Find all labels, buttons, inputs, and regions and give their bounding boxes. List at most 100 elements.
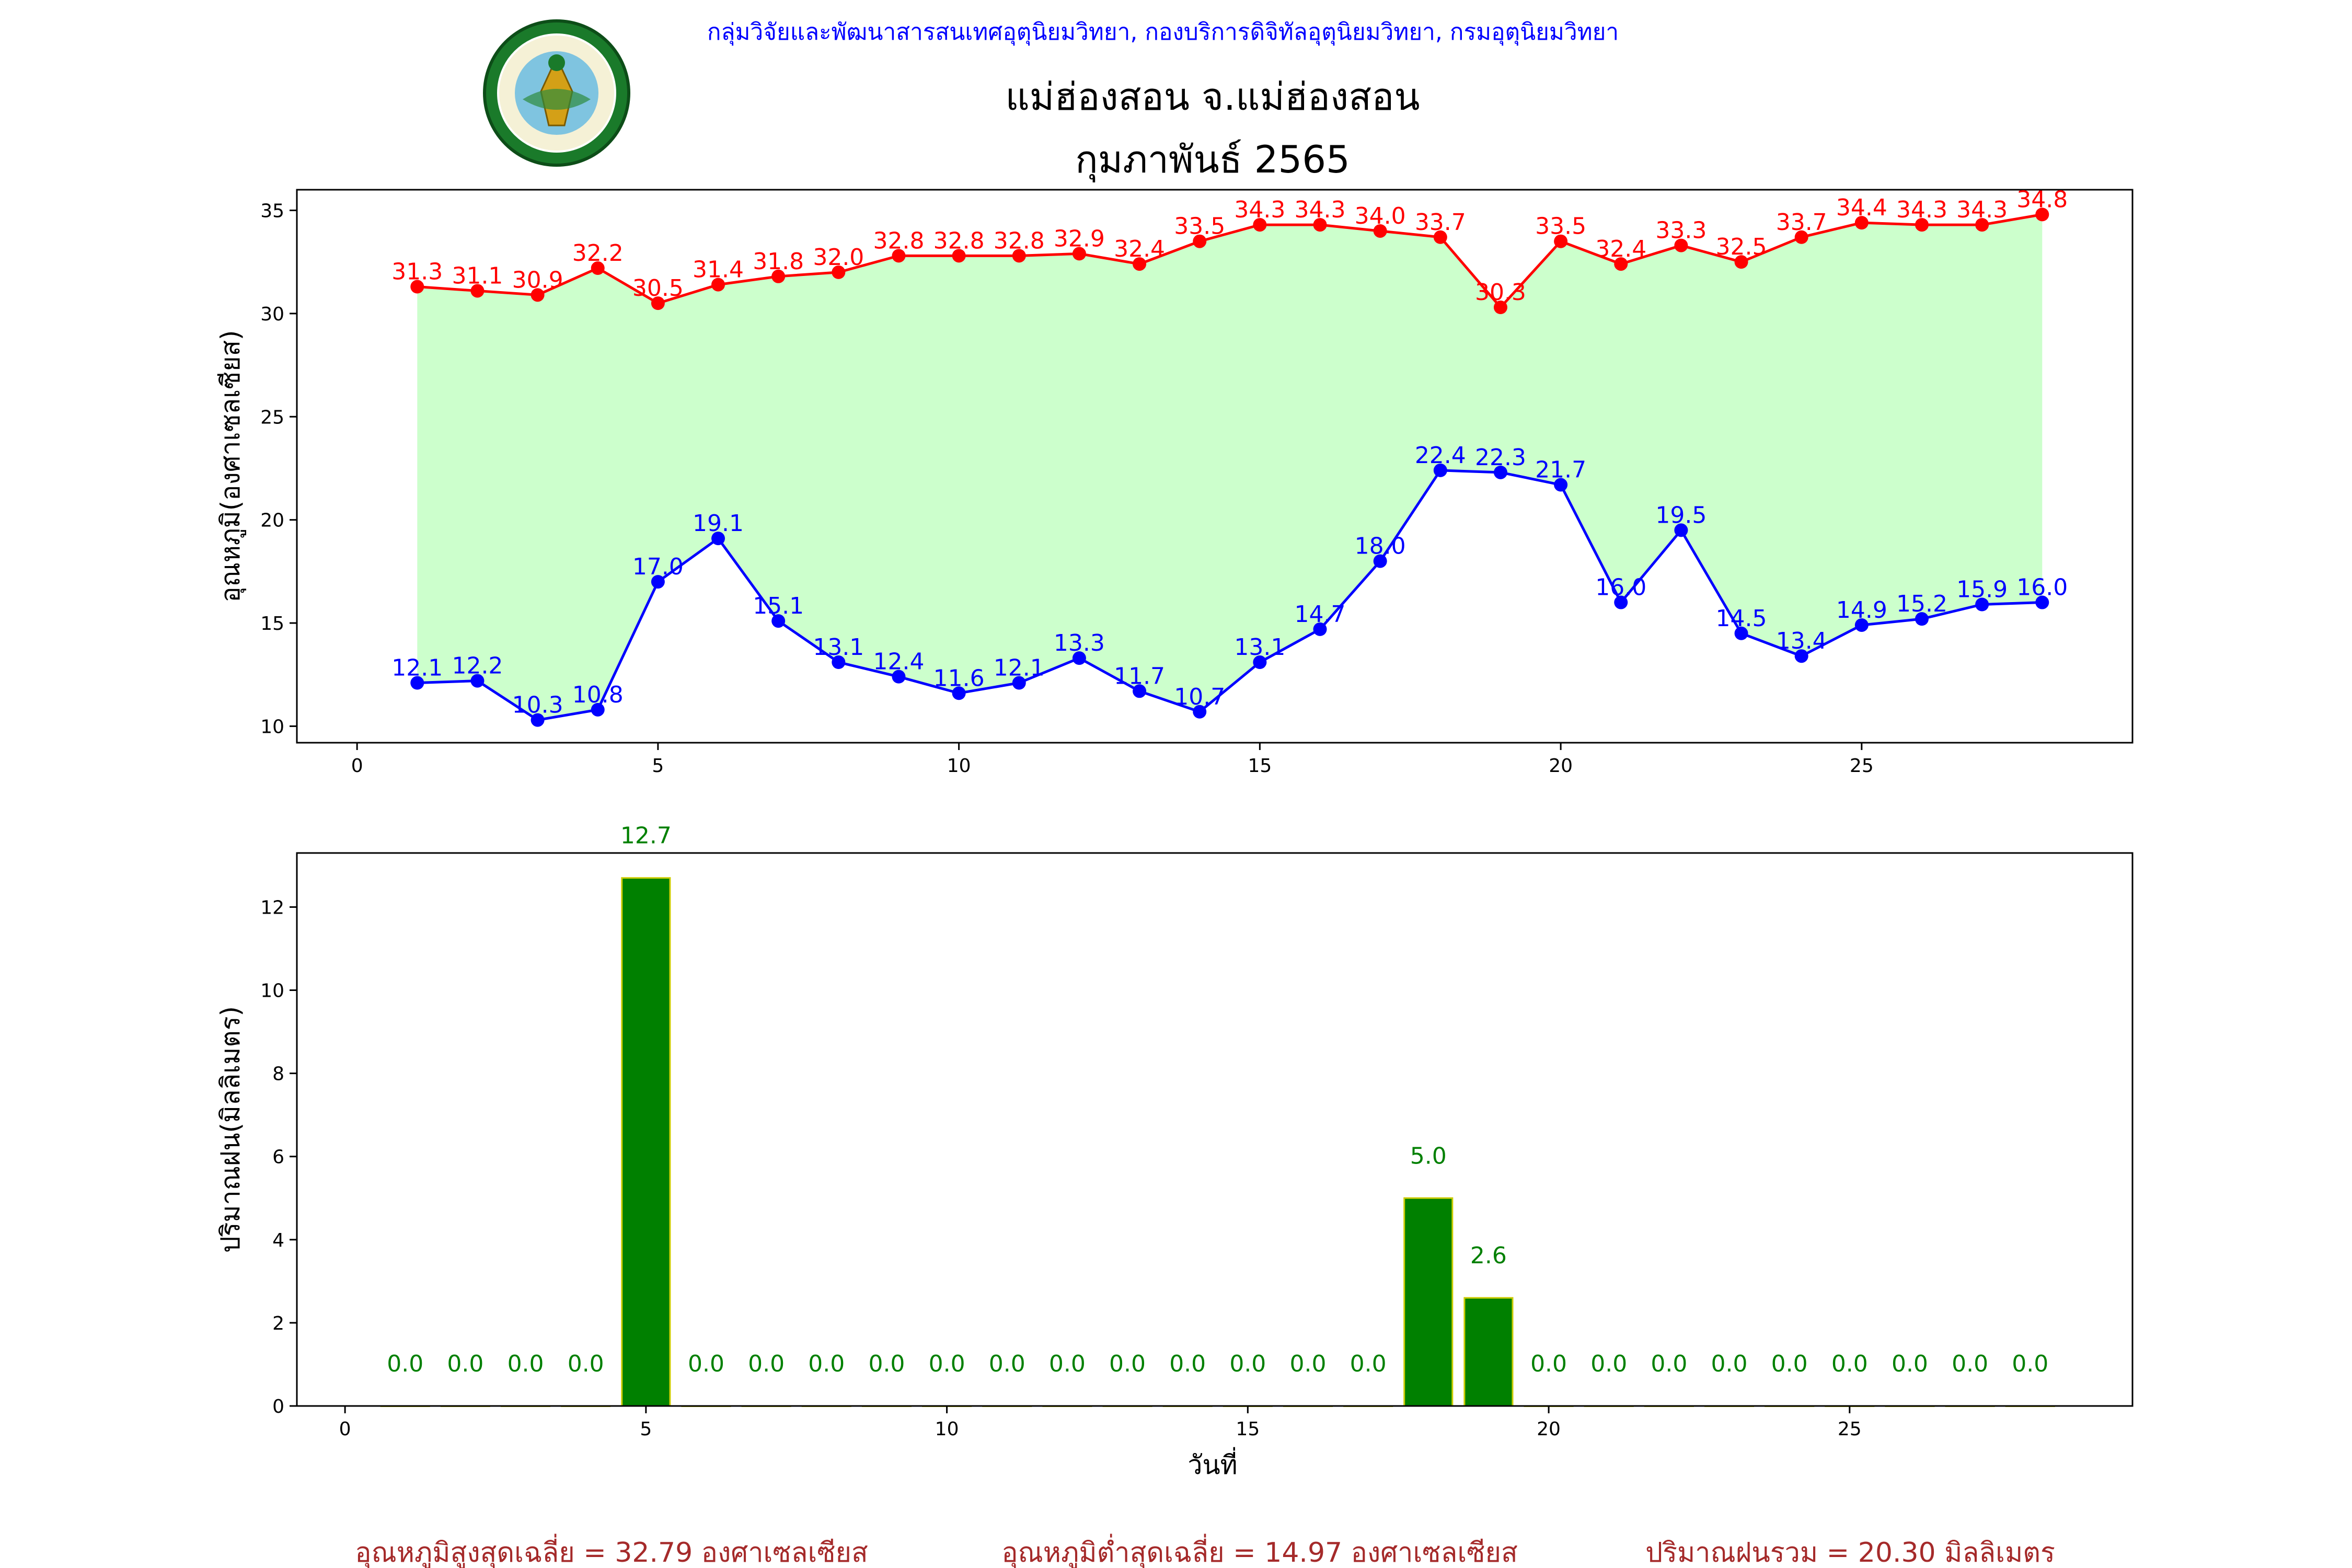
max-temperature-point xyxy=(1794,230,1808,244)
min-temperature-point xyxy=(1794,649,1808,663)
max-temperature-label: 34.8 xyxy=(2016,186,2068,213)
temperature-y-tick-label: 20 xyxy=(260,510,284,532)
min-temperature-point xyxy=(531,713,545,727)
min-temperature-point xyxy=(1674,523,1688,537)
rainfall-y-tick-label: 10 xyxy=(260,981,284,1002)
min-temperature-point xyxy=(892,670,906,684)
temperature-range-fill xyxy=(417,214,2043,720)
min-temperature-label: 11.6 xyxy=(933,665,985,691)
min-temperature-label: 17.0 xyxy=(632,554,684,580)
min-temperature-label: 13.1 xyxy=(1234,634,1285,661)
min-temperature-label: 22.4 xyxy=(1415,442,1466,469)
max-temperature-line xyxy=(417,213,2043,309)
max-temperature-label: 34.4 xyxy=(1836,194,1887,221)
rainfall-bar-label: 0.0 xyxy=(1350,1351,1387,1377)
rainfall-bar-label: 0.0 xyxy=(1229,1351,1266,1377)
max-temperature-point xyxy=(1253,218,1267,232)
temperature-y-tick-label: 10 xyxy=(260,716,284,737)
max-temperature-label: 32.9 xyxy=(1054,225,1105,252)
rainfall-bar-label: 0.0 xyxy=(1590,1351,1627,1377)
rainfall-bar-label: 0.0 xyxy=(1109,1351,1146,1377)
max-temperature-point xyxy=(1614,257,1628,271)
max-temperature-label: 32.4 xyxy=(1114,236,1165,262)
rainfall-x-tick-label: 20 xyxy=(1537,1419,1561,1440)
rainfall-bar-label: 0.0 xyxy=(1711,1351,1748,1377)
rainfall-plot-frame xyxy=(296,852,2134,1407)
min-temperature-label: 12.1 xyxy=(391,655,443,682)
max-temperature-label: 34.0 xyxy=(1355,203,1406,229)
temperature-y-tick-label: 35 xyxy=(260,200,284,222)
rainfall-bar xyxy=(1463,1297,1514,1407)
temperature-y-tick-label: 25 xyxy=(260,407,284,428)
rainfall-bar-label: 0.0 xyxy=(387,1351,423,1377)
max-temperature-label: 33.5 xyxy=(1535,213,1586,240)
meteorological-department-logo xyxy=(483,19,630,167)
avg-max-summary: อุณหภูมิสูงสุดเฉลี่ย = 32.79 องศาเซลเซีย… xyxy=(355,1534,868,1568)
max-temperature-point xyxy=(711,278,725,292)
min-temperature-point xyxy=(470,674,485,688)
max-temperature-label: 33.3 xyxy=(1655,217,1707,244)
max-temperature-label: 34.3 xyxy=(1956,197,2008,223)
min-temperature-label: 10.3 xyxy=(512,692,563,719)
max-temperature-label: 34.3 xyxy=(1234,197,1285,223)
min-temperature-label: 14.5 xyxy=(1716,605,1767,632)
max-temperature-label: 32.4 xyxy=(1595,236,1646,262)
max-temperature-point xyxy=(1433,230,1447,244)
rainfall-y-axis-title: ปริมาณฝน(มิลลิเมตร) xyxy=(215,1006,246,1253)
temperature-x-tick-label: 0 xyxy=(351,755,363,777)
max-temperature-point xyxy=(952,249,966,263)
rainfall-bar-label: 0.0 xyxy=(508,1351,544,1377)
min-temperature-label: 13.1 xyxy=(813,634,864,661)
max-temperature-label: 33.7 xyxy=(1415,209,1466,236)
min-temperature-label: 16.0 xyxy=(1595,574,1646,601)
max-temperature-label: 34.3 xyxy=(1295,197,1346,223)
max-temperature-point xyxy=(410,280,424,294)
avg-min-summary: อุณหภูมิต่ำสุดเฉลี่ย = 14.97 องศาเซลเซีย… xyxy=(1001,1534,1517,1568)
max-temperature-label: 32.8 xyxy=(994,227,1045,254)
max-temperature-label: 32.8 xyxy=(873,227,924,254)
max-temperature-label: 30.3 xyxy=(1475,279,1526,306)
rainfall-bar-label: 0.0 xyxy=(568,1351,604,1377)
rainfall-bar-label: 0.0 xyxy=(1049,1351,1086,1377)
max-temperature-label: 31.3 xyxy=(391,259,443,285)
rainfall-y-tick-label: 0 xyxy=(272,1396,284,1417)
max-temperature-label: 32.8 xyxy=(933,227,985,254)
min-temperature-point xyxy=(1072,651,1086,665)
min-temperature-point xyxy=(771,614,786,628)
max-temperature-point xyxy=(1493,301,1507,315)
min-temperature-label: 12.1 xyxy=(994,655,1045,682)
min-temperature-label: 12.2 xyxy=(452,653,503,679)
max-temperature-point xyxy=(1133,257,1147,271)
rainfall-x-tick-label: 15 xyxy=(1236,1419,1260,1440)
max-temperature-label: 33.7 xyxy=(1776,209,1827,236)
min-temperature-point xyxy=(1975,597,1989,612)
temperature-x-tick-label: 25 xyxy=(1850,755,1874,777)
min-temperature-point xyxy=(1614,595,1628,609)
min-temperature-label: 10.7 xyxy=(1174,684,1225,710)
max-temperature-point xyxy=(470,284,485,298)
max-temperature-point xyxy=(1734,255,1748,269)
min-temperature-point xyxy=(2035,595,2049,609)
rainfall-y-tick-label: 6 xyxy=(272,1147,284,1168)
rainfall-y-tick-label: 12 xyxy=(260,897,284,918)
temperature-plot-frame xyxy=(296,189,2134,744)
max-temperature-label: 31.4 xyxy=(693,257,744,283)
min-temperature-label: 13.3 xyxy=(1054,630,1105,656)
rainfall-bar-label: 0.0 xyxy=(868,1351,905,1377)
rainfall-bar-label: 0.0 xyxy=(1831,1351,1868,1377)
min-temperature-label: 18.0 xyxy=(1355,533,1406,560)
max-temperature-point xyxy=(1072,247,1086,261)
max-temperature-label: 33.5 xyxy=(1174,213,1225,240)
min-temperature-label: 12.4 xyxy=(873,649,924,675)
rainfall-bar-label: 0.0 xyxy=(2012,1351,2048,1377)
temperature-x-tick-label: 20 xyxy=(1549,755,1573,777)
min-temperature-point xyxy=(1493,465,1507,479)
total-rain-summary: ปริมาณฝนรวม = 20.30 มิลลิเมตร xyxy=(1645,1537,2055,1568)
min-temperature-label: 22.3 xyxy=(1475,444,1526,471)
rainfall-bar-label: 2.6 xyxy=(1470,1242,1507,1269)
rainfall-bar-label: 0.0 xyxy=(748,1351,785,1377)
rainfall-x-tick-label: 5 xyxy=(640,1419,652,1440)
min-temperature-label: 14.9 xyxy=(1836,597,1887,624)
min-temperature-label: 10.8 xyxy=(572,682,624,708)
